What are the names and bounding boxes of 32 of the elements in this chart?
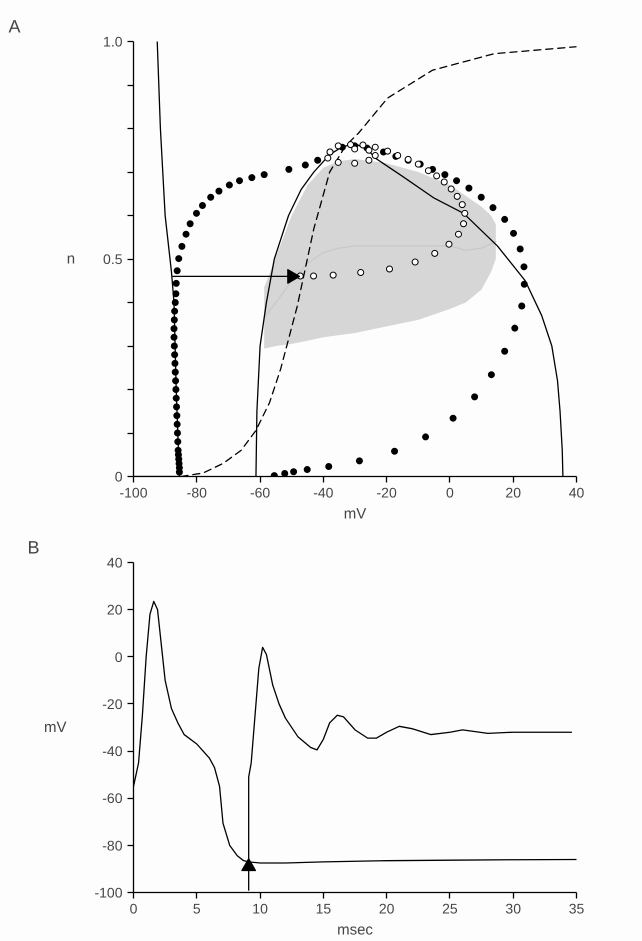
y-tick-label: -80 <box>102 837 123 854</box>
x-tick-label: 40 <box>568 484 584 500</box>
y-tick-label: 0.5 <box>103 251 123 267</box>
y-tick-label: 40 <box>106 554 123 570</box>
chart-title: B <box>28 538 40 558</box>
x-tick-label: 0 <box>130 900 138 916</box>
x-tick-label: 15 <box>316 900 332 916</box>
x-tick-label: -80 <box>186 484 208 500</box>
y-tick-label: 1.0 <box>103 34 123 50</box>
y-tick-label: 0 <box>114 468 123 484</box>
x-tick-label: 10 <box>252 900 268 916</box>
x-tick-label: -40 <box>313 484 334 500</box>
x-tick-label: 30 <box>505 900 522 916</box>
y-axis-title: n <box>66 250 76 268</box>
y-tick-label: 0 <box>114 648 123 665</box>
x-tick-label: 20 <box>378 900 395 916</box>
x-tick-label: 5 <box>192 900 201 916</box>
x-tick-label: 25 <box>442 900 458 916</box>
y-tick-label: 20 <box>106 602 123 618</box>
x-tick-label: 0 <box>446 484 454 500</box>
x-tick-label: -60 <box>250 484 270 500</box>
x-tick-label: -20 <box>376 484 397 500</box>
chart-title: A <box>8 16 21 36</box>
y-tick-label: -20 <box>102 696 123 712</box>
y-tick-label: -40 <box>102 743 123 760</box>
x-tick-label: 20 <box>505 484 522 500</box>
y-axis-title: mV <box>44 719 66 736</box>
x-tick-label: 35 <box>568 900 584 916</box>
y-tick-label: -60 <box>102 790 123 806</box>
x-axis-title: msec <box>337 922 374 938</box>
y-tick-label: -100 <box>94 884 123 900</box>
x-axis-title: mV <box>344 506 366 522</box>
